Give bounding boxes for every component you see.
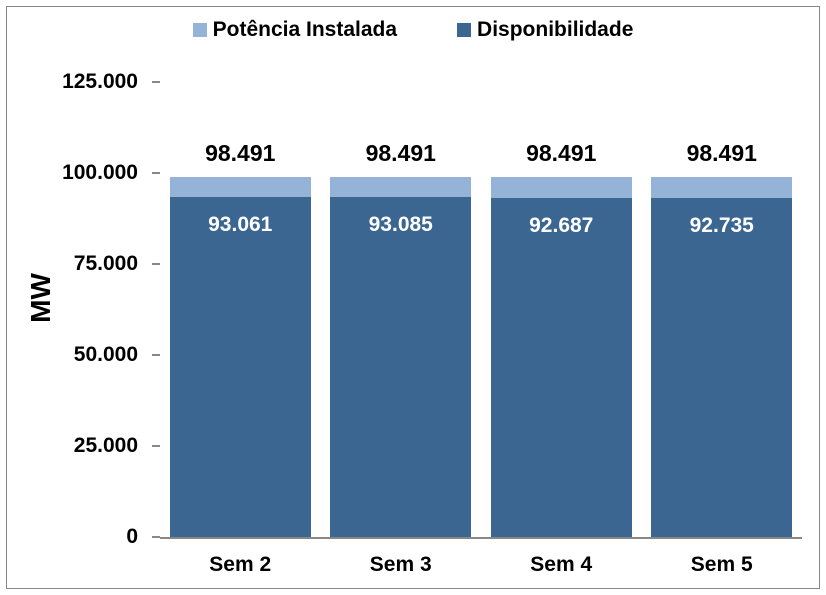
bar-top-label-3: 98.491: [651, 140, 792, 167]
ytick-mark: [152, 81, 160, 83]
xlabel-0: Sem 2: [170, 553, 311, 577]
bar-slot-sem-2: 98.491 93.061: [170, 177, 311, 537]
power-availability-chart: Potência Instalada Disponibilidade MW 0 …: [0, 0, 826, 595]
bar-seg-disponibilidade-0: 93.061: [170, 197, 311, 537]
legend-item-disponibilidade: Disponibilidade: [457, 18, 633, 42]
bar-seg-disponibilidade-2: 92.687: [491, 198, 632, 537]
bar-top-label-1: 98.491: [330, 140, 471, 167]
ytick-mark: [152, 536, 160, 538]
bar-slot-sem-4: 98.491 92.687: [491, 177, 632, 537]
bar-slot-sem-5: 98.491 92.735: [651, 177, 792, 537]
bar-inner-label-2: 92.687: [491, 214, 632, 238]
ytick-label-5: 125.000: [62, 70, 138, 94]
xlabel-2: Sem 4: [491, 553, 632, 577]
bars-container: 98.491 93.061 98.491 93.085 98.491 92.68: [160, 82, 802, 537]
bar-slot-sem-3: 98.491 93.085: [330, 177, 471, 537]
bar-inner-label-1: 93.085: [330, 213, 471, 237]
xlabel-1: Sem 3: [330, 553, 471, 577]
xlabel-3: Sem 5: [651, 553, 792, 577]
legend-swatch-disponibilidade: [457, 23, 471, 37]
bar-seg-potencia-0: [170, 177, 311, 197]
ytick-label-0: 0: [126, 525, 138, 549]
ytick-label-3: 75.000: [74, 252, 138, 276]
x-axis-labels: Sem 2 Sem 3 Sem 4 Sem 5: [160, 553, 802, 577]
ytick-mark: [152, 445, 160, 447]
ytick-label-1: 25.000: [74, 434, 138, 458]
ytick-label-2: 50.000: [74, 343, 138, 367]
legend-label-disponibilidade: Disponibilidade: [477, 18, 633, 42]
bar-seg-potencia-2: [491, 177, 632, 198]
bar-seg-disponibilidade-1: 93.085: [330, 197, 471, 537]
legend-item-potencia-instalada: Potência Instalada: [193, 18, 397, 42]
ytick-mark: [152, 354, 160, 356]
plot-area: 0 25.000 50.000 75.000 100.000 125.000 9…: [160, 82, 802, 539]
bar-inner-label-3: 92.735: [651, 214, 792, 238]
bar-seg-disponibilidade-3: 92.735: [651, 198, 792, 537]
ytick-label-4: 100.000: [62, 161, 138, 185]
bar-seg-potencia-1: [330, 177, 471, 197]
y-axis-label: MW: [25, 273, 57, 323]
bar-inner-label-0: 93.061: [170, 213, 311, 237]
bar-seg-potencia-3: [651, 177, 792, 198]
legend-swatch-potencia-instalada: [193, 23, 207, 37]
legend-label-potencia-instalada: Potência Instalada: [213, 18, 397, 42]
bar-top-label-2: 98.491: [491, 140, 632, 167]
legend: Potência Instalada Disponibilidade: [0, 18, 826, 42]
ytick-mark: [152, 172, 160, 174]
bar-top-label-0: 98.491: [170, 140, 311, 167]
ytick-mark: [152, 263, 160, 265]
